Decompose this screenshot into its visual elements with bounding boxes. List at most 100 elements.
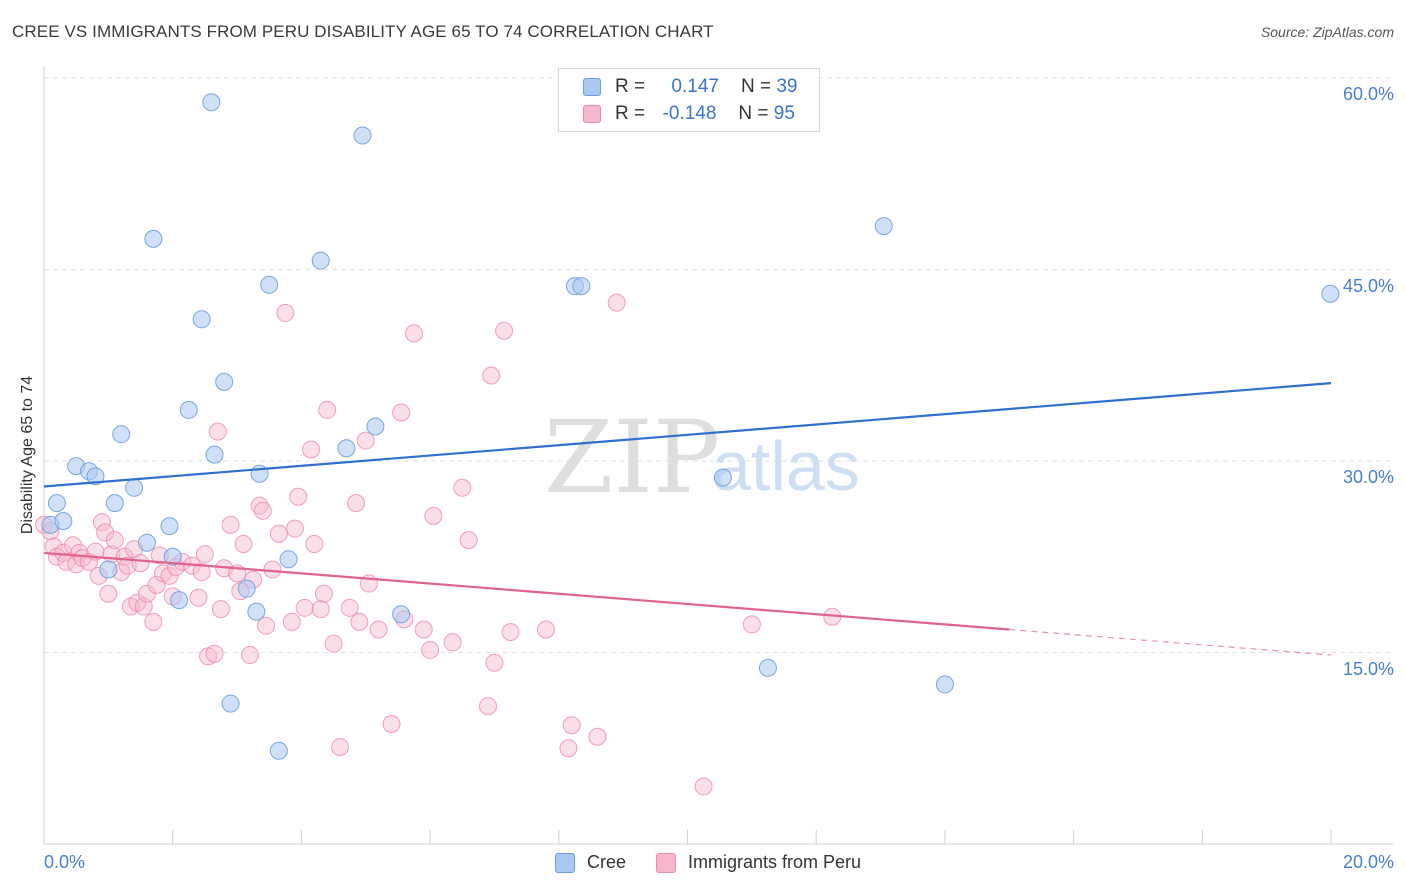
legend-row-cree: R = 0.147 N = 39 bbox=[583, 75, 797, 99]
legend-item-peru[interactable]: Immigrants from Peru bbox=[656, 852, 861, 873]
peru-point bbox=[414, 620, 433, 639]
cree-point bbox=[237, 579, 256, 598]
peru-point bbox=[276, 303, 295, 322]
peru-point bbox=[392, 403, 411, 422]
peru-point bbox=[147, 575, 166, 594]
cree-point bbox=[353, 126, 372, 145]
cree-point bbox=[247, 602, 266, 621]
peru-point bbox=[694, 777, 713, 796]
cree-point bbox=[105, 494, 124, 513]
cree-point bbox=[337, 439, 356, 458]
y-tick-label: 45.0% bbox=[1342, 275, 1394, 296]
y-tick-label: 60.0% bbox=[1342, 84, 1394, 104]
cree-point bbox=[144, 229, 163, 248]
r-value-peru: -0.148 bbox=[662, 103, 717, 124]
peru-point bbox=[324, 634, 343, 653]
cree-point bbox=[202, 93, 221, 112]
r-label: R = bbox=[615, 76, 646, 97]
cree-point bbox=[179, 400, 198, 419]
peru-point bbox=[607, 293, 626, 312]
cree-point bbox=[163, 547, 182, 566]
peru-point bbox=[485, 653, 504, 672]
peru-point bbox=[305, 534, 324, 553]
peru-point bbox=[137, 584, 156, 603]
peru-point bbox=[459, 531, 478, 550]
r-value-cree: 0.147 bbox=[671, 76, 719, 97]
peru-point bbox=[347, 494, 366, 513]
peru-point bbox=[253, 501, 272, 520]
n-value-peru: 95 bbox=[773, 103, 795, 124]
peru-point bbox=[269, 524, 288, 543]
cree-trend-line bbox=[43, 382, 1332, 488]
peru-point bbox=[282, 612, 301, 631]
peru-point bbox=[314, 584, 333, 603]
cree-point bbox=[1321, 284, 1340, 303]
peru-point bbox=[289, 487, 308, 506]
legend-row-peru: R = -0.148 N = 95 bbox=[583, 102, 795, 126]
cree-swatch bbox=[583, 78, 601, 96]
source-credit: Source: ZipAtlas.com bbox=[1260, 24, 1394, 40]
peru-point bbox=[250, 496, 269, 515]
cree-point bbox=[215, 372, 234, 391]
n-label: N = bbox=[740, 76, 772, 97]
peru-point bbox=[131, 554, 150, 573]
x-tick-label-max: 20.0% bbox=[1342, 852, 1394, 872]
cree-point bbox=[112, 425, 131, 444]
gridlines bbox=[44, 77, 1393, 653]
cree-point bbox=[205, 445, 224, 464]
cree-point bbox=[99, 560, 118, 579]
cree-point bbox=[137, 533, 156, 552]
cree-point bbox=[47, 494, 66, 513]
watermark-zip: ZIP bbox=[544, 399, 720, 516]
peru-point bbox=[369, 620, 388, 639]
peru-point bbox=[742, 615, 761, 634]
correlation-legend: R = 0.147 N = 39 R = -0.148 N = 95 bbox=[558, 68, 820, 132]
watermark: ZIP atlas bbox=[544, 399, 860, 516]
peru-point bbox=[240, 646, 259, 665]
cree-point bbox=[392, 605, 411, 624]
axes bbox=[43, 66, 1393, 845]
peru-point bbox=[453, 478, 472, 497]
cree-point bbox=[758, 658, 777, 677]
cree-point bbox=[572, 277, 591, 296]
peru-point bbox=[160, 566, 179, 585]
peru-point bbox=[192, 563, 211, 582]
cree-series bbox=[41, 93, 1340, 760]
peru-point bbox=[221, 515, 240, 534]
cree-point bbox=[366, 417, 385, 436]
peru-point bbox=[44, 537, 63, 556]
peru-trend-extension bbox=[1009, 628, 1332, 656]
cree-point bbox=[260, 275, 279, 294]
peru-point bbox=[302, 440, 321, 459]
peru-point bbox=[536, 620, 555, 639]
peru-point bbox=[405, 324, 424, 343]
peru-point bbox=[501, 623, 520, 642]
peru-point bbox=[63, 536, 82, 555]
peru-point bbox=[421, 640, 440, 659]
chart-title: CREE VS IMMIGRANTS FROM PERU DISABILITY … bbox=[12, 22, 714, 41]
peru-point bbox=[208, 422, 227, 441]
peru-point bbox=[70, 543, 89, 562]
peru-point bbox=[340, 598, 359, 617]
peru-point bbox=[482, 366, 501, 385]
peru-point bbox=[234, 534, 253, 553]
y-tick-label: 30.0% bbox=[1342, 467, 1394, 487]
cree-point bbox=[874, 217, 893, 236]
y-tick-label: 15.0% bbox=[1342, 658, 1394, 679]
cree-point bbox=[935, 675, 954, 694]
peru-point bbox=[382, 714, 401, 733]
peru-point bbox=[211, 600, 230, 619]
peru-trend-line bbox=[43, 551, 1010, 631]
cree-point bbox=[269, 741, 288, 760]
legend-item-cree[interactable]: Cree bbox=[555, 852, 626, 873]
legend-label-peru: Immigrants from Peru bbox=[688, 852, 862, 872]
peru-point bbox=[318, 400, 337, 419]
peru-point bbox=[479, 697, 498, 716]
cree-point bbox=[170, 591, 189, 610]
peru-point bbox=[285, 519, 304, 538]
peru-point bbox=[205, 644, 224, 663]
peru-point bbox=[105, 531, 124, 550]
cree-point bbox=[192, 310, 211, 329]
peru-point bbox=[495, 321, 514, 340]
cree-point bbox=[160, 517, 179, 536]
